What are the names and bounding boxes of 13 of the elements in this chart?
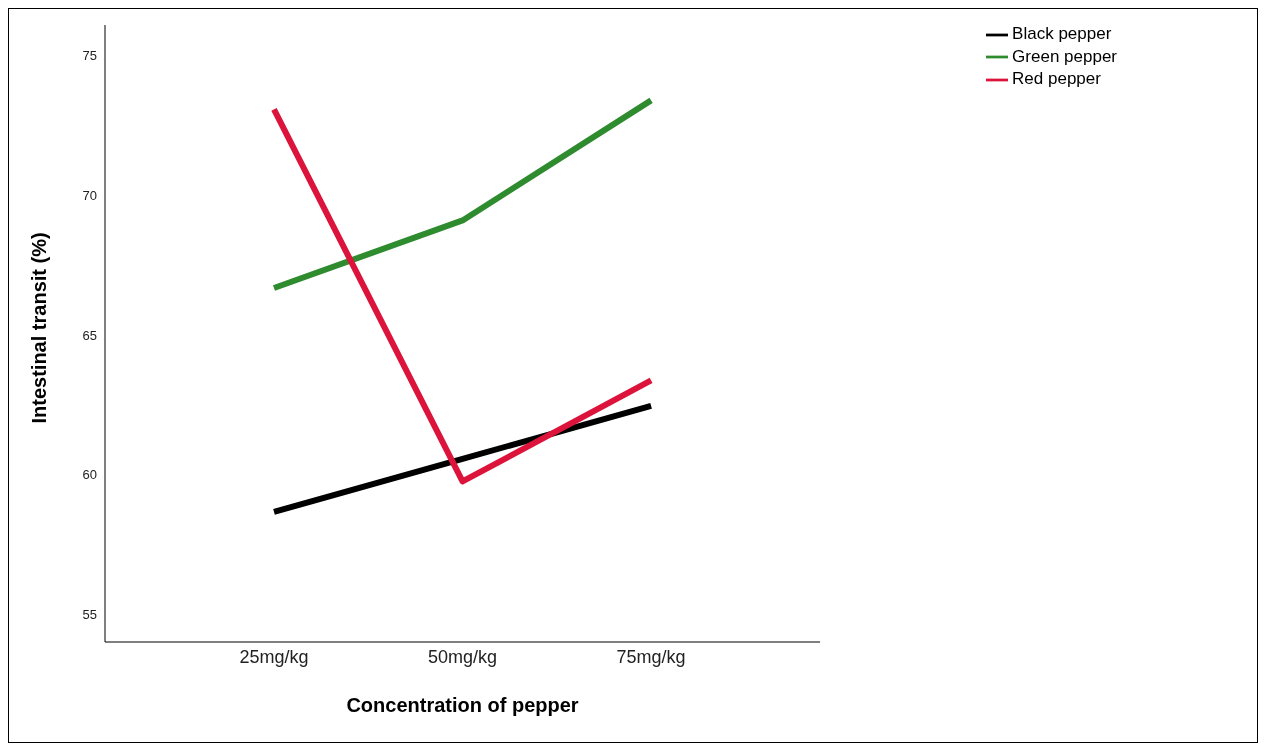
x-tick-label: 50mg/kg: [428, 646, 498, 667]
y-tick-label: 60: [82, 467, 97, 483]
y-tick-label: 75: [82, 48, 97, 64]
y-axis-title: Intestinal transit (%): [28, 232, 51, 424]
y-tick-label: 65: [82, 327, 97, 343]
y-tick-label: 55: [82, 606, 97, 622]
legend-label: Green pepper: [1012, 46, 1117, 66]
x-axis-title: Concentration of pepper: [346, 694, 579, 716]
legend-label: Black pepper: [1012, 24, 1112, 43]
x-tick-label: 25mg/kg: [239, 646, 309, 667]
x-tick-label: 75mg/kg: [616, 646, 686, 667]
legend-label: Red pepper: [1012, 69, 1101, 89]
y-tick-label: 70: [82, 187, 97, 203]
